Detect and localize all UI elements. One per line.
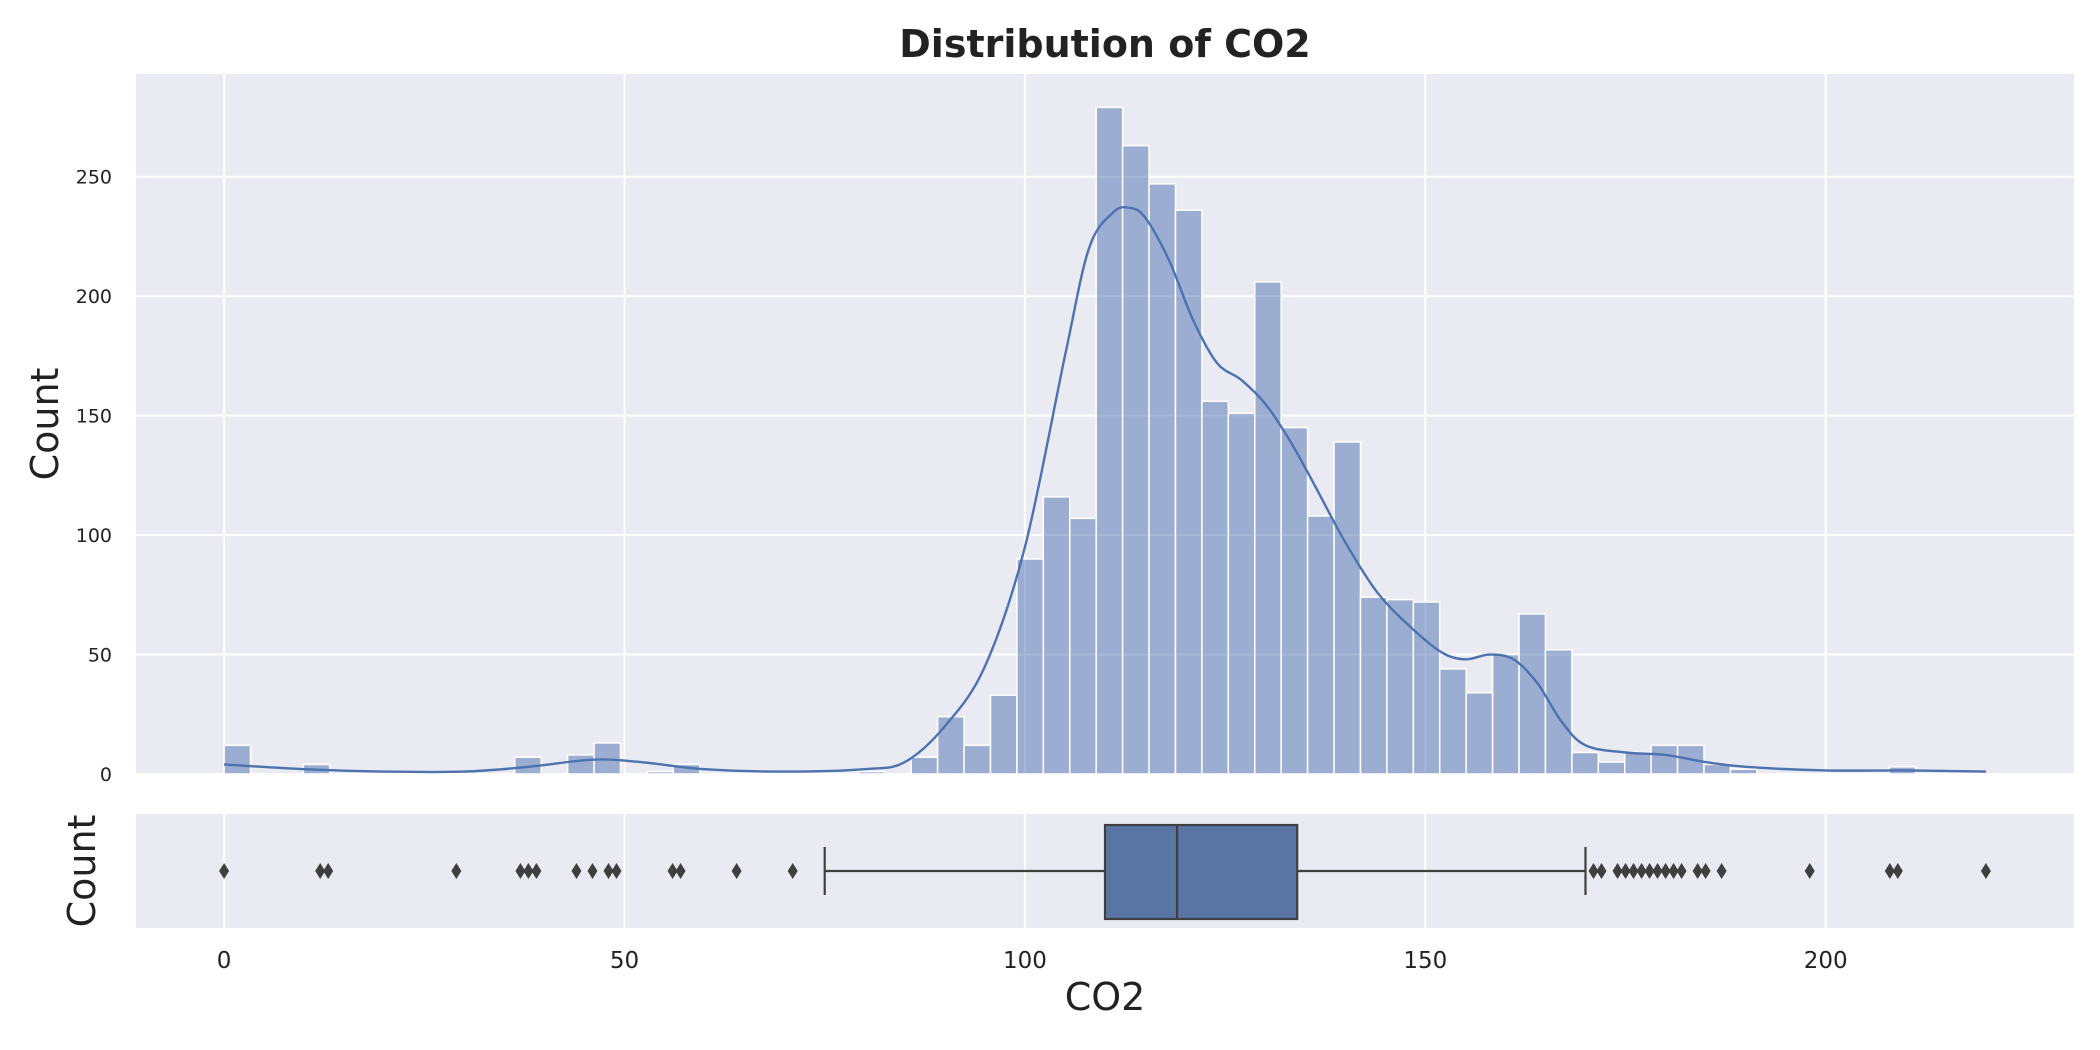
histogram-y-tick-label: 200 — [76, 286, 112, 308]
histogram-y-tick-label: 100 — [76, 525, 112, 547]
boxplot-outliers — [219, 863, 1991, 879]
boxplot-outlier — [315, 863, 326, 879]
histogram-bar — [1306, 515, 1335, 775]
histogram-bar — [1095, 106, 1124, 775]
boxplot-outlier — [787, 863, 798, 879]
boxplot-outlier — [571, 863, 582, 879]
boxplot-outlier — [603, 863, 614, 879]
boxplot-outlier — [1596, 863, 1607, 879]
boxplot-elements — [823, 823, 1587, 921]
boxplot-outlier — [1636, 863, 1647, 879]
histogram-bar — [1623, 751, 1652, 775]
boxplot-outlier — [1700, 863, 1711, 879]
histogram-bar — [989, 694, 1018, 775]
histogram-bar — [1333, 441, 1362, 775]
histogram-bar — [1412, 601, 1441, 775]
boxplot-outlier — [1628, 863, 1639, 879]
histogram-bar — [1174, 209, 1203, 775]
boxplot-outlier — [611, 863, 622, 879]
boxplot-outlier — [731, 863, 742, 879]
histogram-bar — [1491, 653, 1520, 775]
histogram-bar — [1280, 426, 1309, 775]
boxplot-outlier — [1980, 863, 1991, 879]
boxplot-box — [1103, 823, 1299, 921]
boxplot-outlier — [1804, 863, 1815, 879]
boxplot-outlier — [1884, 863, 1895, 879]
chart-title: Distribution of CO2 — [899, 22, 1310, 66]
histogram-bar — [1465, 692, 1494, 775]
x-tick-label: 0 — [217, 948, 232, 974]
histogram-bar — [1121, 144, 1150, 775]
boxplot-outlier — [675, 863, 686, 879]
histogram-bar — [1042, 496, 1071, 775]
boxplot-outlier — [1644, 863, 1655, 879]
histogram-bar — [1518, 613, 1547, 775]
histogram-bar — [910, 756, 939, 775]
boxplot-outlier — [1612, 863, 1623, 879]
boxplot-outlier — [1588, 863, 1599, 879]
boxplot-outlier — [515, 863, 526, 879]
histogram-y-tick-label: 150 — [76, 406, 112, 428]
boxplot-outlier — [1892, 863, 1903, 879]
histogram-bar — [223, 744, 252, 775]
histogram-y-axis-label: Count — [23, 368, 67, 481]
histogram-y-tick-label: 250 — [76, 167, 112, 189]
boxplot-outlier — [1716, 863, 1727, 879]
boxplot-y-axis-label: Count — [60, 815, 104, 928]
boxplot-outlier — [523, 863, 534, 879]
boxplot-outlier — [1692, 863, 1703, 879]
x-tick-label: 50 — [610, 948, 639, 974]
boxplot-outlier — [1668, 863, 1679, 879]
histogram-y-tick-labels: 0 50 100 150 200 250 — [76, 167, 112, 786]
histogram-bar — [1359, 596, 1388, 775]
histogram-bar — [1597, 761, 1626, 775]
boxplot-outlier — [1660, 863, 1671, 879]
histogram-bar — [1069, 517, 1097, 775]
boxplot-outlier — [219, 863, 230, 879]
boxplot-outlier — [1620, 863, 1631, 879]
histogram-bar — [1016, 558, 1045, 775]
histogram-bar — [646, 770, 675, 775]
boxplot-outlier — [587, 863, 598, 879]
histogram-y-tick-label: 50 — [88, 645, 112, 667]
boxplot-x-tick-labels: 0 50 100 150 200 — [217, 948, 1848, 974]
boxplot-outlier — [323, 863, 334, 879]
histogram-bar — [566, 754, 595, 775]
x-tick-label: 100 — [1003, 948, 1047, 974]
histogram-bars — [223, 106, 1917, 775]
boxplot-outlier — [451, 863, 462, 879]
histogram-bar — [1148, 183, 1177, 775]
histogram-bar — [1254, 281, 1282, 775]
x-tick-label: 200 — [1804, 948, 1848, 974]
histogram-bar — [936, 715, 965, 775]
boxplot-outlier — [531, 863, 542, 879]
histogram-bar — [1201, 400, 1230, 775]
histogram-bar — [1650, 744, 1679, 775]
histogram-bar — [1544, 649, 1573, 775]
x-axis-label: CO2 — [1065, 975, 1146, 1019]
histogram-bar — [1729, 768, 1758, 775]
boxplot-outlier — [1652, 863, 1663, 879]
kde-curve — [224, 205, 1986, 774]
histogram-bar — [1227, 412, 1256, 775]
histogram-bar — [1438, 668, 1467, 775]
boxplot-outlier — [667, 863, 678, 879]
histogram-y-tick-label: 0 — [100, 764, 112, 786]
histogram-bar — [1386, 598, 1415, 775]
histogram-bar — [857, 770, 886, 775]
x-tick-label: 150 — [1403, 948, 1447, 974]
boxplot-outlier — [1676, 863, 1687, 879]
histogram-bar — [963, 744, 992, 775]
histogram-bar — [1571, 751, 1600, 775]
